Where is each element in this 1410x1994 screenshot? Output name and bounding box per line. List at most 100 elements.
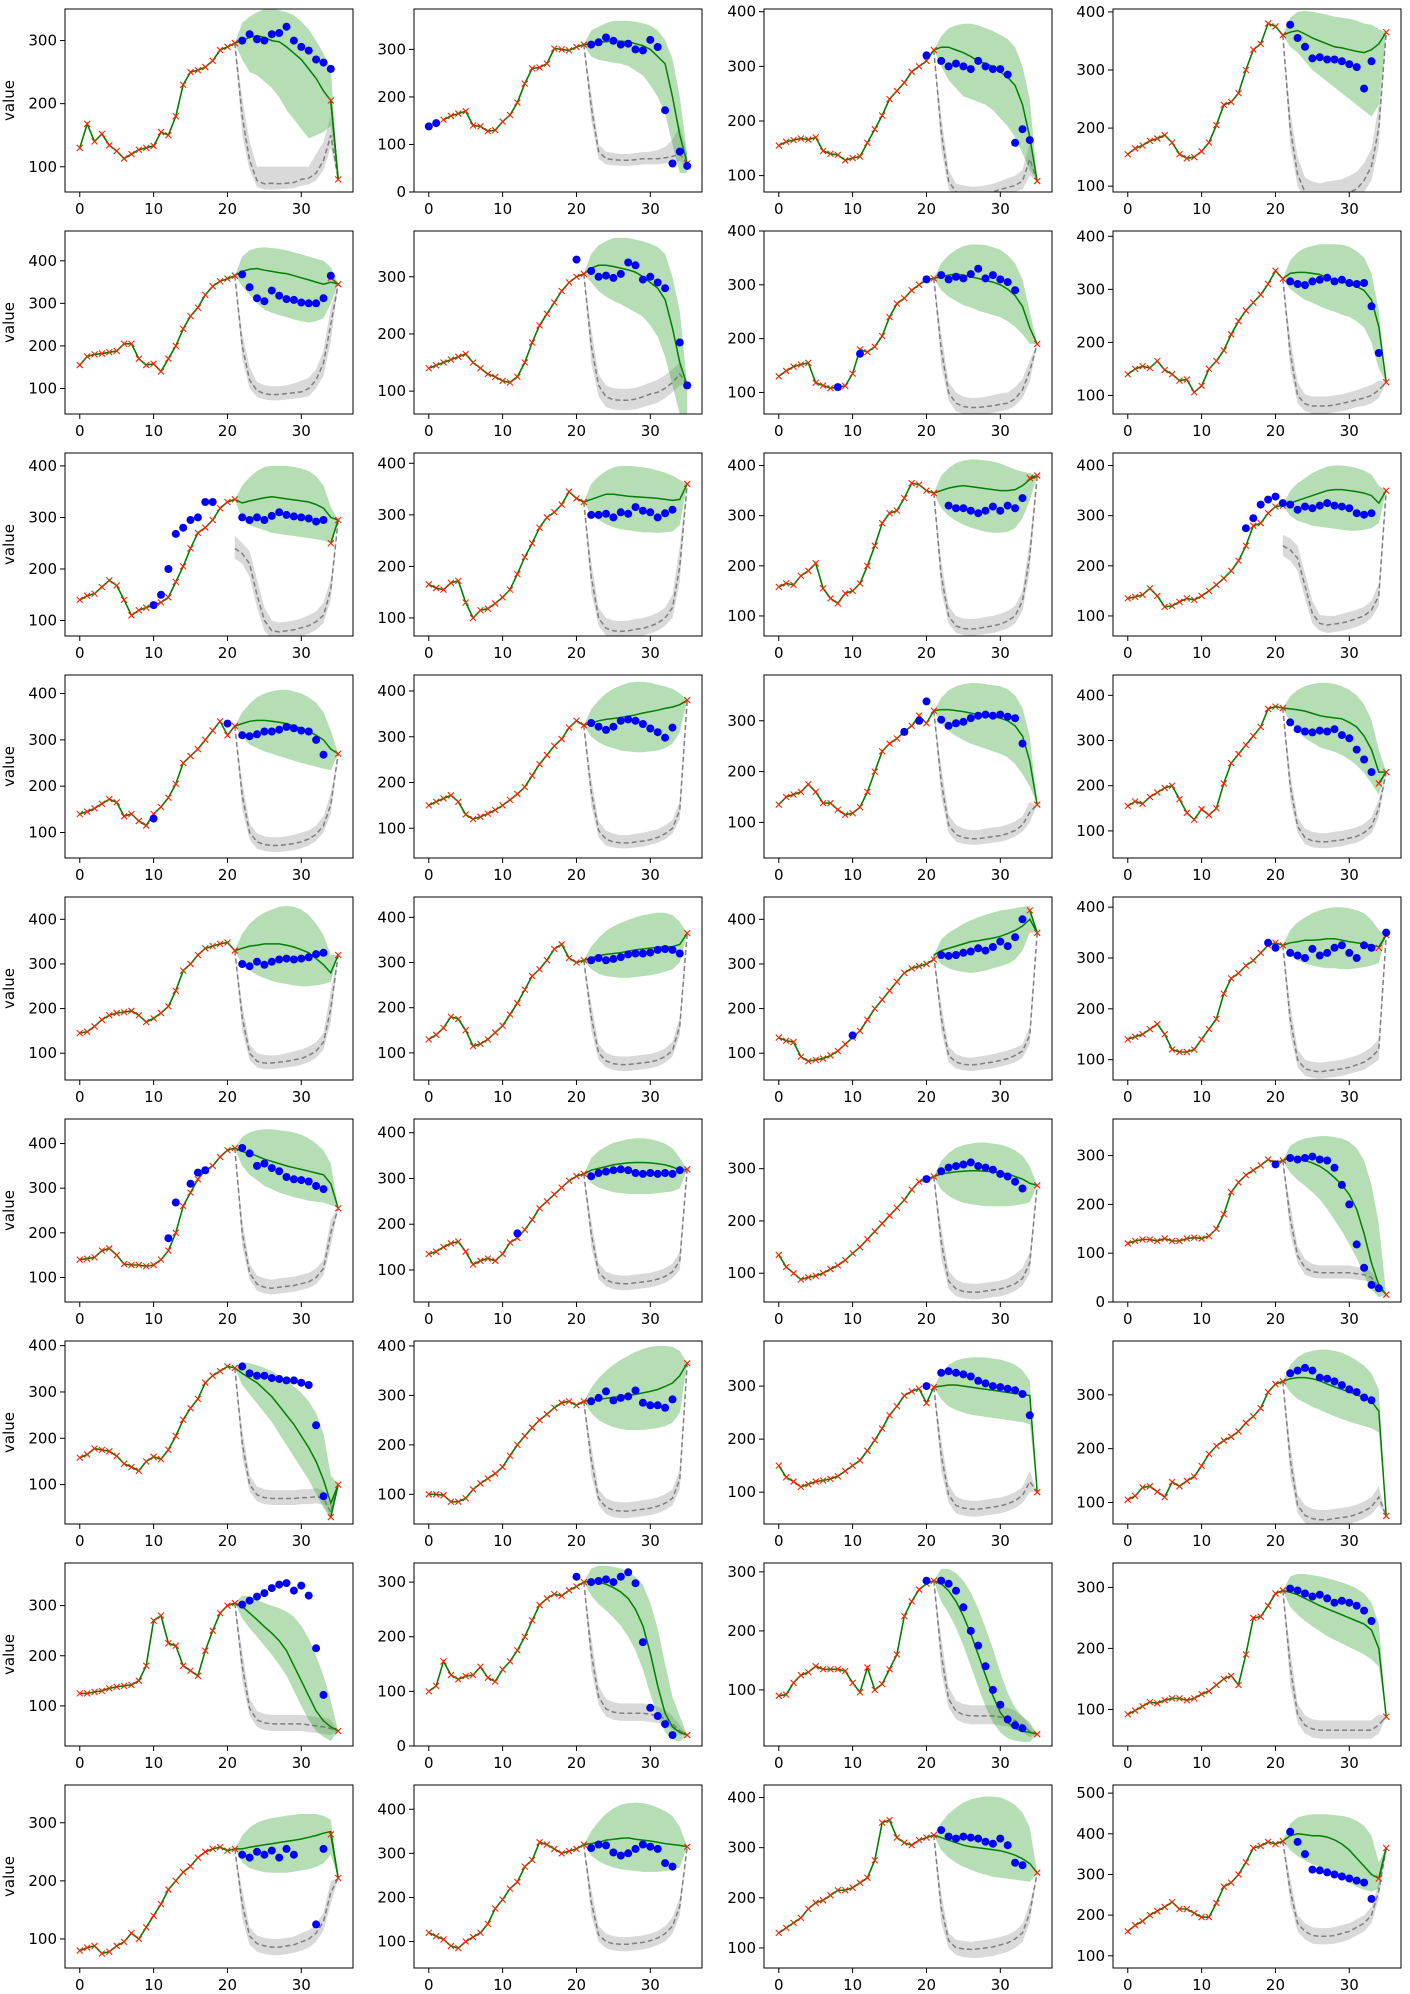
- observed-marker: [863, 788, 871, 796]
- imputed-point: [238, 513, 247, 522]
- y-tick-label: 400: [28, 252, 57, 270]
- imputed-point: [937, 1368, 946, 1377]
- imputed-point: [1256, 500, 1265, 509]
- observed-marker: [886, 740, 893, 748]
- y-tick-label: 400: [727, 222, 756, 240]
- observed-marker: [908, 965, 916, 972]
- observed-marker: [1220, 1210, 1228, 1218]
- observed-marker: [1146, 1482, 1154, 1490]
- observed-marker: [782, 367, 790, 375]
- imputed-point: [944, 501, 953, 510]
- imputed-point: [624, 1392, 633, 1401]
- imputed-point: [937, 1826, 946, 1835]
- observed-marker: [790, 1478, 797, 1485]
- imputed-point: [1286, 500, 1295, 509]
- imputed-point: [594, 954, 603, 962]
- observed-marker: [1183, 1696, 1191, 1704]
- observed-marker: [908, 722, 916, 730]
- x-tick-label: 30: [292, 866, 311, 884]
- observed-marker: [1168, 1046, 1176, 1053]
- observed-marker: [513, 999, 521, 1007]
- imputed-point: [988, 271, 997, 280]
- observed-marker: [224, 498, 231, 506]
- observed-marker: [113, 799, 121, 806]
- x-tick-label: 10: [1192, 1088, 1211, 1106]
- y-tick-label: 200: [727, 1212, 756, 1230]
- observed-marker: [179, 325, 187, 333]
- observed-marker: [447, 1013, 455, 1021]
- imputed-point: [981, 1837, 990, 1846]
- observed-marker: [543, 1841, 551, 1848]
- imputed-point: [1367, 768, 1376, 777]
- plot-area: [414, 453, 702, 636]
- imputed-point: [996, 506, 1005, 515]
- imputed-point: [981, 710, 990, 719]
- y-tick-label: 300: [377, 1386, 406, 1404]
- observed-marker: [1242, 1858, 1250, 1866]
- imputed-point: [988, 711, 997, 720]
- imputed-point: [1271, 1160, 1280, 1169]
- observed-marker: [216, 717, 224, 725]
- observed-marker: [923, 960, 930, 968]
- x-tick-label: 30: [641, 422, 660, 440]
- imputed-point: [974, 1834, 983, 1843]
- baseline-mean-line: [234, 43, 339, 185]
- observed-marker: [683, 1359, 691, 1367]
- observed-marker: [432, 1682, 440, 1690]
- x-tick-label: 20: [917, 422, 936, 440]
- plot-frame: [763, 452, 1053, 637]
- imputed-point: [937, 1576, 946, 1585]
- observed-marker: [462, 1494, 470, 1502]
- y-tick-label: 200: [28, 337, 57, 355]
- imputed-point: [594, 1577, 603, 1585]
- observed-marker: [1139, 362, 1146, 370]
- observed-marker: [1249, 46, 1257, 54]
- observed-marker: [113, 1683, 121, 1691]
- imputed-point: [319, 1690, 328, 1699]
- observed-line: [1127, 1840, 1387, 1933]
- observed-marker: [128, 340, 135, 348]
- imputed-point: [326, 64, 335, 73]
- imputed-point: [661, 733, 670, 742]
- forecast-mean-line: [234, 267, 339, 285]
- observed-marker: [1139, 1484, 1146, 1491]
- observed-marker: [1257, 519, 1265, 527]
- observed-marker: [878, 1220, 886, 1227]
- y-tick-label: 100: [28, 612, 57, 630]
- observed-marker: [1183, 376, 1191, 383]
- forecast-band: [234, 465, 339, 544]
- y-axis-label: value: [0, 1190, 18, 1231]
- y-tick-label: 300: [727, 57, 756, 75]
- observed-marker: [1242, 741, 1250, 749]
- y-tick-label: 100: [377, 1682, 406, 1700]
- observed-marker: [216, 277, 224, 285]
- observed-marker: [164, 1446, 172, 1454]
- observed-marker: [797, 788, 805, 796]
- imputed-point: [661, 945, 670, 953]
- observed-marker: [491, 1470, 499, 1477]
- observed-marker: [1153, 1488, 1161, 1496]
- observed-marker: [790, 581, 797, 589]
- observed-marker: [915, 1385, 923, 1393]
- imputed-point: [952, 504, 960, 513]
- y-tick-label: 0: [1095, 1293, 1105, 1311]
- imputed-point: [1315, 951, 1324, 960]
- imputed-point: [282, 1844, 291, 1853]
- observed-marker: [224, 1363, 231, 1370]
- imputed-point: [937, 271, 946, 280]
- y-tick-label: 300: [28, 1814, 57, 1832]
- observed-marker: [790, 1038, 797, 1046]
- plot-content: [1124, 1814, 1390, 1945]
- observed-marker: [83, 1255, 91, 1263]
- x-tick-label: 30: [991, 1088, 1010, 1106]
- observed-marker: [1168, 1237, 1176, 1245]
- observed-marker: [513, 1878, 521, 1886]
- observed-marker: [1124, 1035, 1132, 1043]
- imputed-point: [1293, 1155, 1302, 1164]
- imputed-point: [275, 1167, 284, 1176]
- observed-marker: [849, 1679, 857, 1687]
- imputed-point: [304, 514, 313, 523]
- observed-marker: [172, 780, 180, 788]
- observed-line: [1127, 934, 1387, 1053]
- x-tick-label: 20: [1266, 422, 1285, 440]
